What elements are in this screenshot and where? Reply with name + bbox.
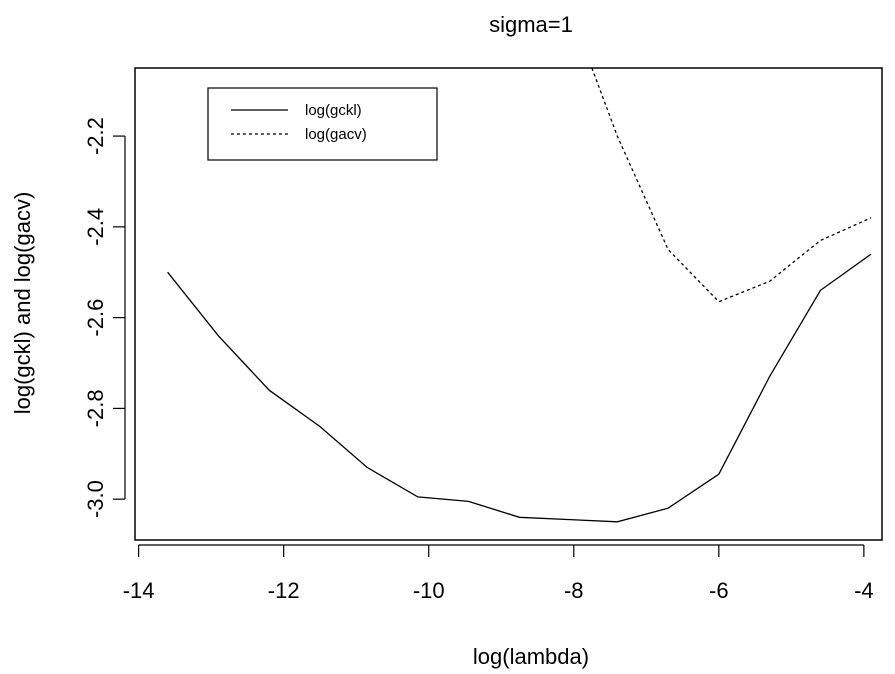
- x-tick-label: -6: [709, 578, 729, 603]
- plot-frame: [134, 67, 883, 541]
- series-layer: [167, 68, 872, 523]
- x-tick-label: -14: [123, 578, 155, 603]
- x-tick-label: -4: [854, 578, 874, 603]
- x-axis-label: log(lambda): [473, 644, 589, 669]
- x-tick-label: -12: [268, 578, 300, 603]
- y-tick-label: -3.0: [83, 480, 108, 518]
- series-line-gacv: [591, 68, 872, 303]
- x-tick-label: -10: [413, 578, 445, 603]
- y-axis: -3.0 -2.8 -2.6 -2.4 -2.2: [83, 117, 126, 518]
- chart-title: sigma=1: [489, 12, 573, 37]
- y-tick-label: -2.8: [83, 389, 108, 427]
- series-line-gckl: [167, 253, 872, 523]
- y-tick-label: -2.2: [83, 117, 108, 155]
- y-tick-label: -2.6: [83, 299, 108, 337]
- x-axis: -14 -12 -10 -8 -6 -4: [123, 544, 874, 603]
- legend-label-gacv: log(gacv): [305, 126, 367, 143]
- legend: log(gckl) log(gacv): [207, 87, 438, 161]
- legend-label-gckl: log(gckl): [305, 102, 362, 119]
- x-tick-label: -8: [564, 578, 584, 603]
- y-tick-label: -2.4: [83, 208, 108, 246]
- legend-box: [207, 87, 438, 161]
- y-axis-label: log(gckl) and log(gacv): [10, 192, 35, 415]
